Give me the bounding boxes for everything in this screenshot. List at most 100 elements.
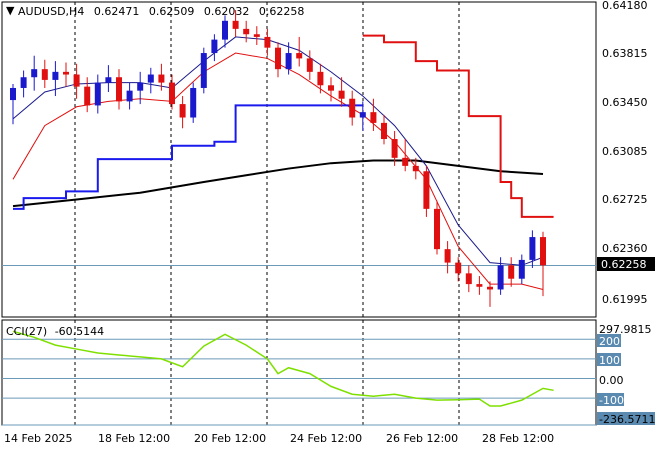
cci-level-lines — [2, 338, 596, 426]
candle-body — [190, 87, 197, 118]
candle-body — [529, 237, 536, 260]
candle-body — [253, 34, 260, 37]
cci-label: CCI(27) — [6, 325, 47, 338]
collapse-triangle-icon[interactable]: ▼ — [6, 4, 15, 17]
price-tick: 0.61995 — [602, 293, 648, 306]
candle-body — [41, 69, 48, 80]
time-label: 20 Feb 12:00 — [194, 432, 266, 445]
candle-body — [497, 265, 504, 290]
candle-body — [222, 20, 228, 40]
price-tick: 0.63450 — [602, 96, 648, 109]
candle-body — [391, 139, 398, 158]
candle-body — [116, 77, 122, 102]
price-tick: 0.62725 — [602, 193, 648, 206]
candle-body — [423, 171, 430, 209]
cci-level-200: 200 — [599, 335, 620, 348]
candle-body — [105, 77, 112, 83]
candle-body — [306, 58, 313, 72]
candle-body — [126, 90, 133, 102]
time-axis[interactable]: 14 Feb 2025 18 Feb 12:00 20 Feb 12:00 24… — [4, 432, 554, 445]
chart-title: AUDUSD,H4 0.62471 0.62509 0.62032 0.6225… — [18, 5, 304, 18]
close-value: 0.62258 — [259, 5, 305, 18]
candle-body — [465, 273, 472, 285]
price-axis[interactable]: 0.64180 0.63815 0.63450 0.63085 0.62725 … — [597, 0, 655, 306]
candle-body — [455, 262, 462, 274]
candle-body — [275, 47, 281, 70]
candle-body — [10, 87, 16, 101]
candle-body — [540, 237, 546, 266]
candle-body — [402, 157, 409, 166]
candle-body — [338, 90, 345, 99]
cci-level-minus100: -100 — [599, 394, 624, 407]
candle-body — [359, 112, 366, 118]
candle-body — [211, 39, 218, 54]
candle-body — [84, 86, 91, 106]
high-value: 0.62509 — [149, 5, 195, 18]
candle-body — [349, 98, 356, 118]
stop-blue-line — [13, 104, 363, 210]
candle-body — [285, 53, 292, 70]
cci-pane[interactable] — [1, 319, 597, 426]
price-tick: 0.64180 — [602, 0, 648, 12]
candle-body — [232, 20, 239, 29]
cci-level-tag — [597, 334, 621, 347]
cci-min-label: -236.5711 — [599, 413, 655, 426]
candle-body — [381, 122, 387, 140]
cci-level-0: 0.00 — [599, 374, 624, 387]
candle-body — [444, 249, 451, 263]
time-label: 26 Feb 12:00 — [386, 432, 458, 445]
time-label: 14 Feb 2025 — [4, 432, 72, 445]
candle-body — [137, 82, 144, 91]
candle-body — [434, 208, 440, 250]
time-label: 18 Feb 12:00 — [98, 432, 170, 445]
candle-body — [73, 74, 80, 87]
candle-body — [370, 112, 377, 123]
time-label: 24 Feb 12:00 — [290, 432, 362, 445]
ma-long-line — [12, 159, 544, 208]
candle-body — [200, 53, 207, 88]
candle-body — [179, 104, 186, 118]
price-tick: 0.63815 — [602, 47, 648, 60]
candle-body — [20, 77, 27, 88]
open-value: 0.62471 — [94, 5, 140, 18]
stop-red-line — [362, 34, 554, 218]
cci-value: -60.5144 — [55, 325, 104, 338]
ma-short-line — [12, 36, 544, 266]
candle-body — [147, 74, 154, 83]
current-price-tag — [597, 257, 655, 271]
candle-body — [52, 71, 59, 80]
cci-min-tag — [597, 412, 655, 425]
candle-body — [487, 286, 493, 290]
symbol-label: AUDUSD,H4 — [18, 5, 84, 18]
candle-body — [317, 71, 324, 86]
cci-polyline — [12, 330, 554, 407]
candle-body — [31, 69, 38, 78]
cci-level-tag — [597, 393, 624, 406]
cci-max-label: 297.9815 — [599, 323, 652, 336]
candle-body — [63, 71, 69, 75]
candle-body — [94, 82, 101, 106]
candle-body — [264, 36, 271, 48]
time-label: 28 Feb 12:00 — [482, 432, 554, 445]
candle-body — [243, 28, 250, 35]
candle-body — [476, 284, 483, 287]
candle-body — [158, 74, 165, 83]
candle-body — [328, 85, 334, 91]
candle-body — [169, 82, 175, 105]
current-price-tag-text: 0.62258 — [601, 258, 647, 271]
cci-level-tag — [597, 353, 621, 366]
candle-body — [518, 259, 525, 279]
cci-line — [12, 330, 554, 407]
candle-body — [296, 53, 303, 59]
cci-level-100: 100 — [599, 354, 620, 367]
cci-title: CCI(27) -60.5144 — [6, 325, 104, 338]
low-value: 0.62032 — [204, 5, 250, 18]
price-tick: 0.63085 — [602, 145, 648, 158]
candles[interactable] — [10, 10, 546, 307]
candle-body — [508, 265, 515, 279]
price-tick: 0.62360 — [602, 242, 648, 255]
cci-axis[interactable]: 297.9815 200 100 0.00 -100 -236.5711 — [597, 323, 655, 426]
indicator-lines — [12, 34, 554, 290]
candle-body — [412, 165, 419, 172]
